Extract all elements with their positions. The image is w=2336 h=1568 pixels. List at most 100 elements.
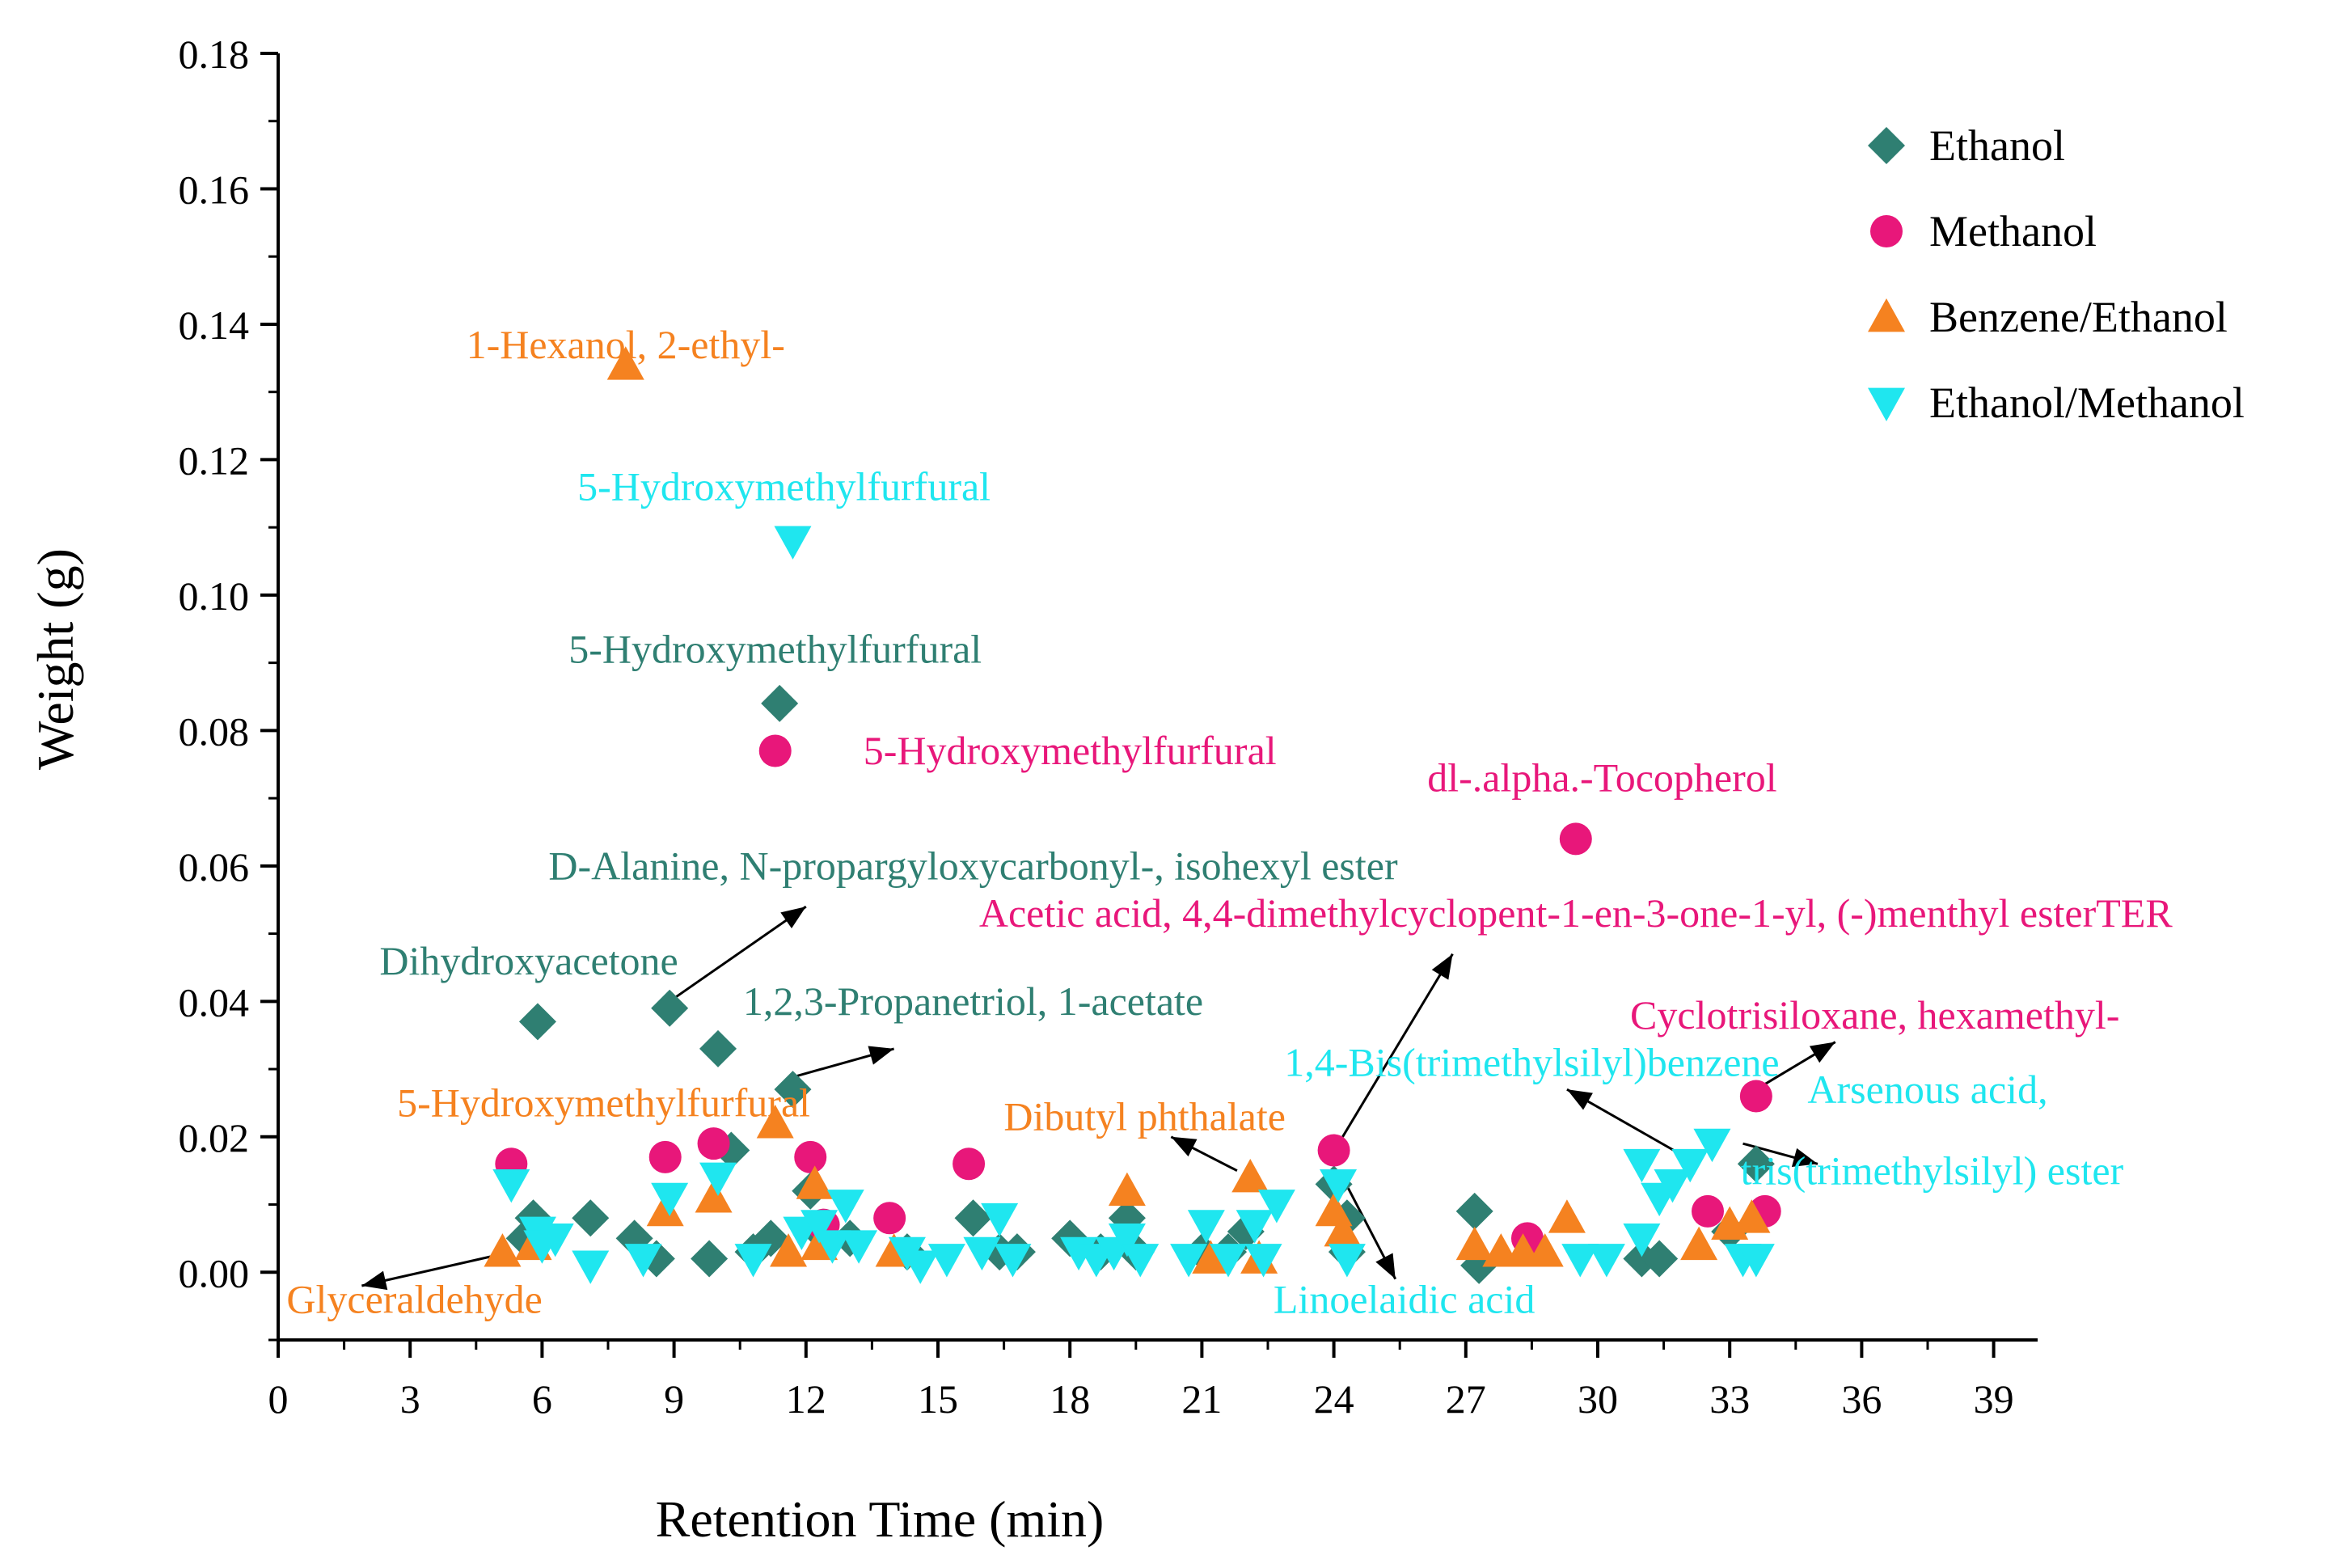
legend-label: Ethanol/Methanol <box>1929 378 2245 427</box>
point-methanol <box>758 734 792 767</box>
y-tick-label: 0.04 <box>179 979 250 1025</box>
point-methanol <box>1559 822 1592 856</box>
point-benzene-ethanol <box>484 1233 522 1267</box>
point-ethanol-methanol <box>1623 1148 1661 1183</box>
point-benzene-ethanol <box>695 1179 733 1213</box>
arrow-head <box>1171 1136 1198 1157</box>
arrow-head <box>868 1046 894 1065</box>
point-ethanol-methanol <box>492 1169 530 1203</box>
point-benzene-ethanol <box>646 1192 684 1227</box>
annotation-label: 1,2,3-Propanetriol, 1-acetate <box>743 978 1203 1024</box>
point-ethanol-methanol <box>1623 1223 1661 1257</box>
legend-item: Methanol <box>1870 207 2097 256</box>
arrow-head <box>1375 1253 1396 1279</box>
y-tick-label: 0.08 <box>179 708 250 754</box>
point-benzene-ethanol <box>1192 1240 1230 1274</box>
x-axis-label: Retention Time (min) <box>656 1490 1105 1548</box>
point-ethanol <box>572 1199 610 1237</box>
annotation-label: 5-Hydroxymethylfurfural <box>577 464 991 509</box>
point-ethanol <box>954 1199 992 1237</box>
arrow-head <box>1809 1042 1835 1063</box>
arrow-head <box>361 1270 388 1291</box>
x-tick-label: 0 <box>268 1376 289 1422</box>
legend-item: Benzene/Ethanol <box>1868 293 2228 341</box>
point-ethanol-methanol <box>1561 1244 1599 1278</box>
point-ethanol-methanol <box>1210 1244 1248 1278</box>
point-ethanol-methanol <box>1671 1148 1709 1183</box>
x-tick-label: 33 <box>1709 1376 1750 1422</box>
y-tick-label: 0.02 <box>179 1115 250 1160</box>
annotation-label: tris(trimethylsilyl) ester <box>1741 1147 2124 1193</box>
x-tick-label: 24 <box>1314 1376 1354 1422</box>
point-ethanol-methanol <box>734 1244 772 1278</box>
y-tick-label: 0.14 <box>179 302 250 348</box>
annotation-label: 5-Hydroxymethylfurfural <box>397 1080 810 1126</box>
point-ethanol <box>774 1071 812 1109</box>
annotation-arrow <box>1566 1088 1687 1159</box>
x-tick-label: 12 <box>786 1376 826 1422</box>
legend-marker <box>1868 387 1905 421</box>
arrow-shaft <box>669 905 807 1003</box>
annotation-arrow <box>361 1250 512 1291</box>
x-tick-label: 39 <box>1974 1376 2014 1422</box>
point-ethanol-methanol <box>813 1230 851 1264</box>
point-ethanol-methanol <box>902 1250 940 1284</box>
arrow-shaft <box>361 1250 512 1287</box>
point-benzene-ethanol <box>1680 1226 1718 1261</box>
x-tick-label: 36 <box>1841 1376 1882 1422</box>
annotation-label: Linoelaidic acid <box>1274 1277 1535 1322</box>
point-ethanol-methanol <box>826 1190 864 1224</box>
annotation-label: 5-Hydroxymethylfurfural <box>568 627 982 672</box>
point-ethanol <box>1641 1240 1679 1278</box>
annotation-label: dl-.alpha.-Tocopherol <box>1427 755 1776 801</box>
point-ethanol-methanol <box>651 1182 689 1217</box>
point-methanol <box>794 1140 827 1173</box>
point-ethanol-methanol <box>1108 1223 1146 1257</box>
annotation-label: Acetic acid, 4,4-dimethylcyclopent-1-en-… <box>979 890 2173 936</box>
point-ethanol-methanol <box>981 1202 1019 1237</box>
y-tick-label: 0.06 <box>179 844 250 890</box>
point-ethanol-methanol <box>840 1230 878 1264</box>
annotation-label: Cyclotrisiloxane, hexamethyl- <box>1630 992 2119 1038</box>
point-benzene-ethanol <box>1548 1199 1586 1233</box>
legend: Ethanol Methanol Benzene/Ethanol Ethanol/Me… <box>1868 121 2245 427</box>
point-ethanol-methanol <box>800 1210 839 1244</box>
point-ethanol-methanol <box>963 1236 1001 1271</box>
point-ethanol <box>518 1003 556 1041</box>
annotation-label: Dihydroxyacetone <box>379 938 678 983</box>
y-axis-label: Weight (g) <box>27 548 84 770</box>
legend-item: Ethanol/Methanol <box>1868 378 2245 427</box>
legend-label: Ethanol <box>1929 121 2065 170</box>
y-tick-label: 0.18 <box>179 32 250 77</box>
point-benzene-ethanol <box>606 346 644 380</box>
legend-marker <box>1868 298 1905 332</box>
point-methanol <box>873 1202 906 1235</box>
point-ethanol-methanol <box>536 1223 574 1257</box>
y-tick-label: 0.16 <box>179 167 250 212</box>
point-ethanol <box>651 989 689 1027</box>
point-ethanol-methanol <box>1257 1190 1295 1224</box>
data-points <box>484 346 1781 1284</box>
arrow-head <box>1566 1089 1593 1110</box>
point-ethanol-methanol <box>1737 1244 1775 1278</box>
axes <box>277 53 2038 1342</box>
x-tick-label: 9 <box>664 1376 684 1422</box>
x-tick-label: 18 <box>1050 1376 1090 1422</box>
x-tick-label: 6 <box>532 1376 552 1422</box>
point-benzene-ethanol <box>1108 1172 1146 1207</box>
annotation-arrow <box>1341 953 1454 1138</box>
point-ethanol <box>1455 1192 1493 1230</box>
x-tick-label: 27 <box>1446 1376 1486 1422</box>
annotation-label: 5-Hydroxymethylfurfural <box>864 728 1277 773</box>
legend-marker <box>1868 127 1905 164</box>
annotation-arrow <box>1755 1041 1836 1091</box>
point-ethanol-methanol <box>1587 1244 1625 1278</box>
point-benzene-ethanol <box>770 1233 808 1267</box>
point-benzene-ethanol <box>1455 1226 1493 1261</box>
point-benzene-ethanol <box>796 1165 834 1199</box>
legend-item: Ethanol <box>1868 121 2065 170</box>
point-ethanol <box>691 1240 729 1278</box>
point-methanol <box>1692 1194 1724 1228</box>
point-ethanol-methanol <box>1244 1244 1282 1278</box>
